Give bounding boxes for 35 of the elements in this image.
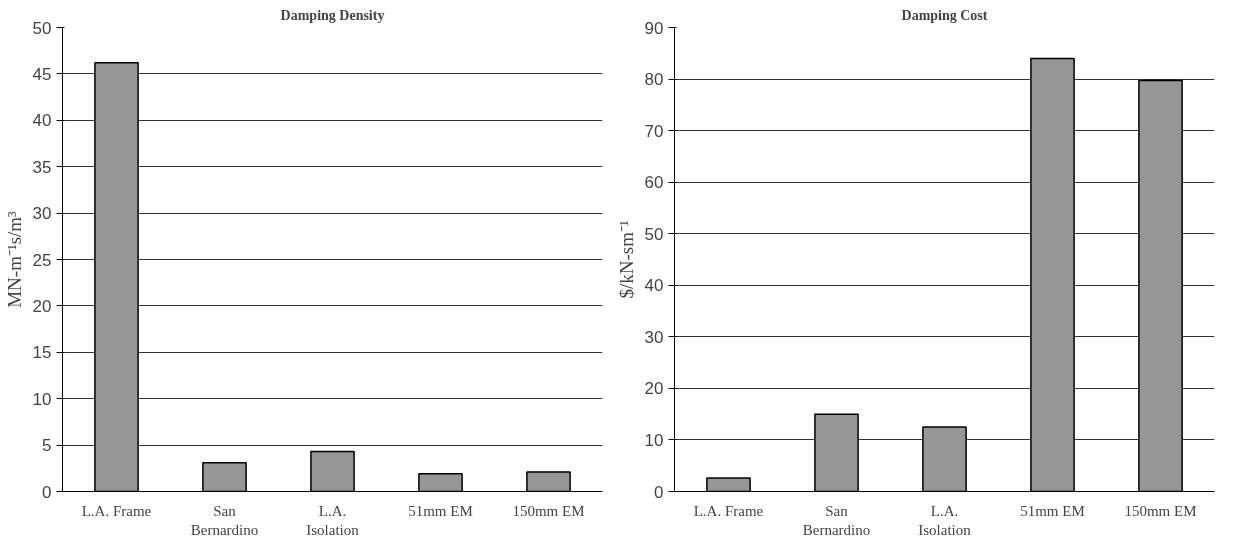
chart-title: Damping Density [280,7,385,23]
y-tick-label: 30 [644,327,664,347]
x-tick-label: L.A. Frame [693,502,764,519]
y-tick-label: 10 [32,389,52,409]
y-tick-label: 25 [32,250,52,270]
y-tick-label: 40 [644,276,664,296]
y-tick-label: 10 [644,430,664,450]
x-tick-label: San Bernardino [802,502,871,538]
y-tick-label: 30 [32,204,52,224]
y-tick-label: 20 [644,379,664,399]
y-tick-label: 45 [32,64,52,84]
y-tick-label: 35 [32,157,52,177]
x-tick-label: L.A. Isolation [306,502,360,538]
y-tick-label: 50 [644,224,664,244]
y-tick-label: 20 [32,296,52,316]
x-tick-label: 150mm EM [512,502,585,519]
x-tick-label: 51mm EM [408,502,473,519]
y-tick-label: 80 [644,70,664,90]
y-tick-label: 50 [32,18,52,38]
y-axis-title: $/kN-sm⁻¹ [615,220,637,299]
y-tick-label: 60 [644,173,664,193]
y-tick-label: 90 [644,18,664,38]
y-tick-label: 5 [42,436,52,456]
x-tick-label: L.A. Isolation [918,502,972,538]
x-tick-label: L.A. Frame [81,502,152,519]
y-tick-label: 70 [644,121,664,141]
y-tick-label: 15 [32,343,52,363]
chart-title: Damping Cost [901,7,988,23]
y-tick-label: 0 [42,482,52,502]
x-tick-label: 51mm EM [1020,502,1085,519]
x-tick-label: 150mm EM [1124,502,1197,519]
y-axis-title: MN-m⁻¹s/m³ [3,210,25,308]
y-tick-label: 0 [654,482,664,502]
x-tick-label: San Bernardino [190,502,259,538]
y-tick-label: 40 [32,111,52,131]
